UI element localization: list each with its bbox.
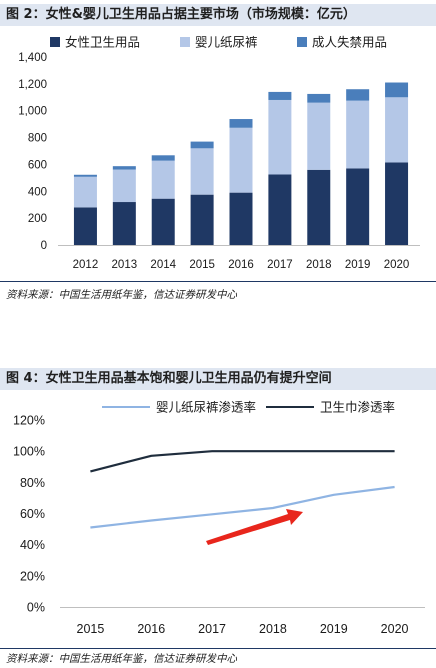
y-tick-label: 600 (28, 159, 47, 171)
bar-2013-series-1 (112, 202, 136, 245)
y-tick-label: 1,200 (18, 79, 47, 91)
legend-swatch-2 (180, 37, 190, 47)
bar-2015-series-1 (190, 194, 214, 245)
y-tick-label: 0 (41, 240, 47, 252)
x-tick-label: 2020 (381, 622, 409, 636)
legend-swatch-1 (50, 37, 60, 47)
bar-2015-series-3 (190, 141, 214, 149)
y-tick-label: 120% (13, 414, 45, 428)
bar-2018-series-1 (307, 169, 331, 245)
bar-2019-series-1 (346, 168, 370, 245)
series-line-2 (90, 450, 395, 473)
bar-2016-series-2 (229, 127, 253, 193)
bar-2012-series-1 (73, 207, 97, 245)
bar-2020-series-1 (385, 162, 409, 245)
x-tick-label: 2013 (112, 259, 138, 271)
y-tick-label: 80% (20, 476, 45, 490)
x-tick-label: 2019 (320, 622, 348, 636)
x-tick-label: 2015 (189, 259, 215, 271)
bar-2018-series-3 (307, 93, 331, 103)
chart-1-stacked-bar: 女性卫生用品 婴儿纸尿裤 成人失禁用品 0 200 400 600 800 1,000 1,200… (18, 35, 420, 271)
figure-1-source: 资料来源：中国生活用纸年鉴，信达证券研发中心 (6, 289, 237, 301)
legend-label-1: 婴儿纸尿裤渗透率 (156, 400, 256, 415)
bar-2014-series-2 (151, 160, 175, 199)
y-tick-label: 60% (20, 507, 45, 521)
figure-2-bottom-rule (0, 648, 436, 649)
x-tick-label: 2017 (198, 622, 226, 636)
bar-2018-series-2 (307, 102, 331, 170)
legend-label-2: 卫生巾渗透率 (320, 400, 395, 415)
bar-2013-series-3 (112, 166, 136, 170)
bar-2019-series-2 (346, 100, 370, 169)
legend-swatch-3 (297, 37, 307, 47)
x-tick-label: 2020 (384, 259, 410, 271)
figure-2-title: 图 4：女性卫生用品基本饱和婴儿卫生用品仍有提升空间 (0, 368, 436, 390)
figure-2-source: 资料来源：中国生活用纸年鉴，信达证券研发中心 (6, 653, 237, 665)
y-tick-label: 20% (20, 569, 45, 583)
x-tick-label: 2017 (267, 259, 293, 271)
bar-2017-series-1 (268, 174, 292, 245)
y-tick-label: 1,000 (18, 106, 47, 118)
series-line-1 (90, 485, 395, 529)
bar-2012-series-2 (73, 176, 97, 208)
x-tick-label: 2019 (345, 259, 371, 271)
y-tick-label: 0% (27, 601, 45, 615)
y-tick-label: 1,400 (18, 52, 47, 64)
bar-2015-series-2 (190, 148, 214, 195)
bar-2019-series-3 (346, 89, 370, 101)
bar-2014-series-3 (151, 155, 175, 161)
bar-2017-series-2 (268, 99, 292, 175)
x-tick-label: 2018 (306, 259, 332, 271)
bar-2016-series-1 (229, 192, 253, 245)
legend-label-2: 婴儿纸尿裤 (195, 36, 258, 50)
y-tick-label: 400 (28, 186, 47, 198)
legend-label-3: 成人失禁用品 (312, 35, 387, 50)
red-trend-arrow-body (206, 509, 303, 545)
bar-2017-series-3 (268, 91, 292, 100)
bar-2013-series-2 (112, 169, 136, 203)
bar-2020-series-2 (385, 97, 409, 163)
y-tick-label: 100% (13, 445, 45, 459)
x-tick-label: 2015 (77, 622, 105, 636)
bar-2012-series-3 (73, 174, 97, 177)
figure-1-title: 图 2：女性&婴儿卫生用品占据主要市场（市场规模：亿元） (0, 4, 436, 26)
x-tick-label: 2018 (259, 622, 287, 636)
x-tick-label: 2012 (73, 259, 99, 271)
bar-2014-series-1 (151, 198, 175, 245)
bar-2020-series-3 (385, 82, 409, 98)
figure-1-bottom-rule (0, 281, 436, 282)
y-tick-label: 40% (20, 538, 45, 552)
x-tick-label: 2016 (228, 259, 254, 271)
x-tick-label: 2016 (137, 622, 165, 636)
y-tick-label: 200 (28, 213, 47, 225)
bar-2016-series-3 (229, 119, 253, 128)
red-trend-arrow (206, 509, 303, 545)
chart-2-line: 婴儿纸尿裤渗透率 卫生巾渗透率 0% 20% 40% 60% 80% 100% 120% 2015… (13, 400, 425, 636)
legend-label-1: 女性卫生用品 (65, 35, 140, 50)
y-tick-label: 800 (28, 133, 47, 145)
x-tick-label: 2014 (150, 259, 176, 271)
